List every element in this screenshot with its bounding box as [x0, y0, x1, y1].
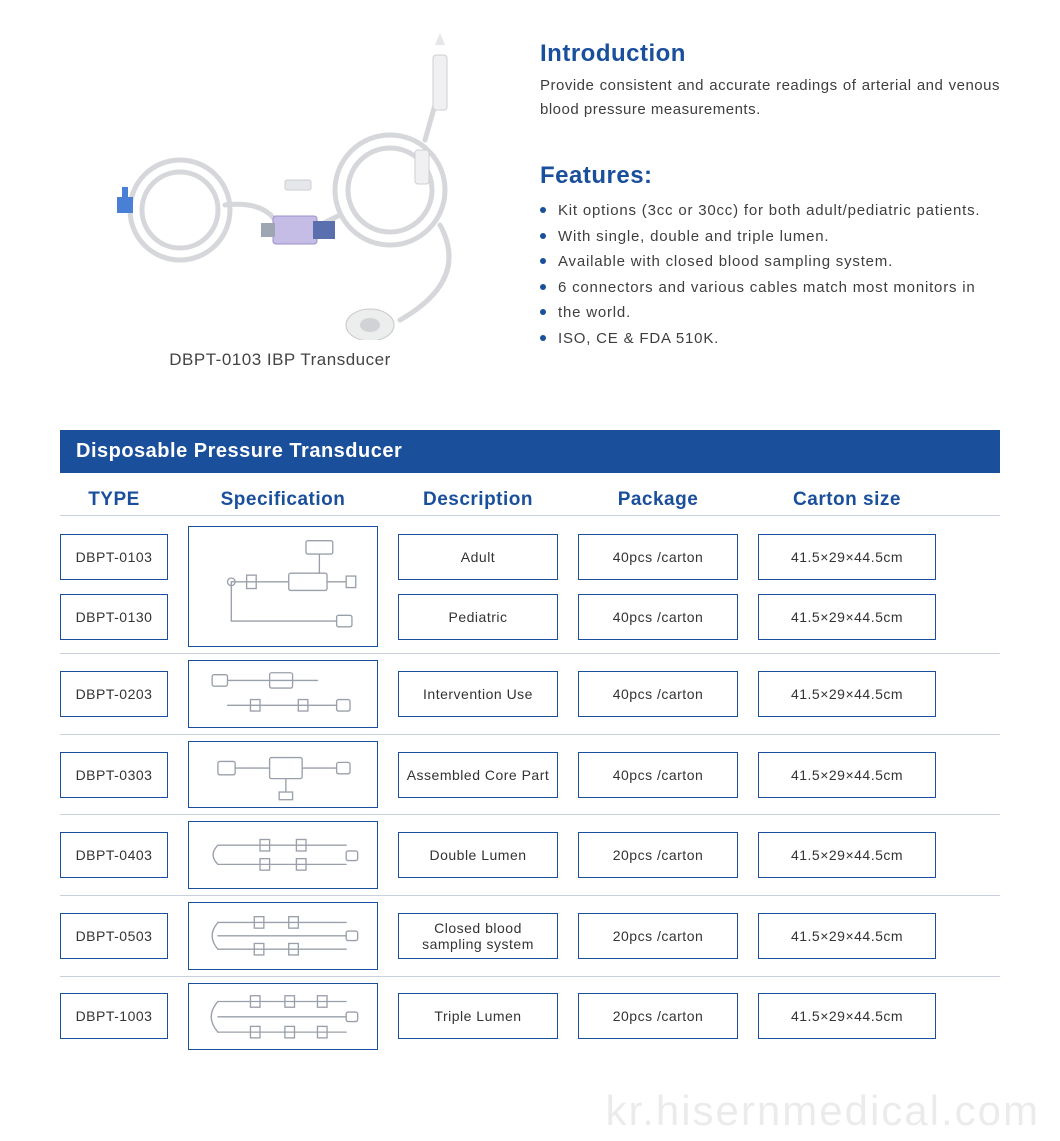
feature-item: With single, double and triple lumen.	[540, 224, 1000, 250]
spec-column	[188, 983, 378, 1051]
data-columns: Triple Lumen 20pcs /carton 41.5×29×44.5cm	[398, 983, 1000, 1051]
carton-cell: 41.5×29×44.5cm	[758, 594, 936, 640]
watermark: kr.hisernmedical.com	[606, 1087, 1040, 1135]
data-columns: Intervention Use 40pcs /carton 41.5×29×44.…	[398, 660, 1000, 728]
feature-item: Kit options (3cc or 30cc) for both adult…	[540, 198, 1000, 224]
carton-cell: 41.5×29×44.5cm	[758, 752, 936, 798]
type-cell: DBPT-0403	[60, 832, 168, 878]
carton-cell: 41.5×29×44.5cm	[758, 993, 936, 1039]
type-column: DBPT-0303	[60, 741, 168, 809]
table-group: DBPT-0203 Intervention Use 40pcs /carton 4…	[60, 654, 1000, 735]
table-body: DBPT-0103 DBPT-0130 Adult 40pcs /carton 41.…	[60, 520, 1000, 1056]
spec-table: Disposable Pressure Transducer TYPE Spec…	[0, 390, 1060, 1056]
type-column: DBPT-0103 DBPT-0130	[60, 526, 168, 647]
type-cell: DBPT-0203	[60, 671, 168, 717]
description-cell: Triple Lumen	[398, 993, 558, 1039]
package-cell: 40pcs /carton	[578, 594, 738, 640]
type-cell: DBPT-0130	[60, 594, 168, 640]
col-header-desc: Description	[398, 489, 558, 511]
type-cell: DBPT-1003	[60, 993, 168, 1039]
feature-item: Available with closed blood sampling sys…	[540, 249, 1000, 275]
spec-column	[188, 741, 378, 809]
introduction-title: Introduction	[540, 40, 1000, 68]
product-image	[70, 30, 490, 340]
col-header-cart: Carton size	[758, 489, 936, 511]
spec-diagram	[188, 741, 378, 809]
type-cell: DBPT-0503	[60, 913, 168, 959]
table-row: Closed blood sampling system 20pcs /carto…	[398, 913, 1000, 959]
spec-column	[188, 526, 378, 647]
features-list: Kit options (3cc or 30cc) for both adult…	[540, 198, 1000, 351]
spec-diagram	[188, 983, 378, 1051]
col-header-pkg: Package	[578, 489, 738, 511]
table-header-row: TYPE Specification Description Package C…	[60, 481, 1000, 516]
product-caption: DBPT-0103 IBP Transducer	[169, 350, 390, 370]
description-cell: Intervention Use	[398, 671, 558, 717]
data-columns: Assembled Core Part 40pcs /carton 41.5×29×…	[398, 741, 1000, 809]
spec-column	[188, 660, 378, 728]
type-column: DBPT-0403	[60, 821, 168, 889]
table-row: Adult 40pcs /carton 41.5×29×44.5cm	[398, 534, 1000, 580]
feature-item: ISO, CE & FDA 510K.	[540, 326, 1000, 352]
table-row: Pediatric 40pcs /carton 41.5×29×44.5cm	[398, 594, 1000, 640]
table-title: Disposable Pressure Transducer	[60, 430, 1000, 473]
type-cell: DBPT-0103	[60, 534, 168, 580]
product-column: DBPT-0103 IBP Transducer	[60, 30, 500, 370]
data-columns: Double Lumen 20pcs /carton 41.5×29×44.5cm	[398, 821, 1000, 889]
table-group: DBPT-1003 Triple Lumen 20pcs /carton 41.5×…	[60, 977, 1000, 1057]
table-group: DBPT-0303 Assembled Core Part 40pcs /cart…	[60, 735, 1000, 816]
description-cell: Pediatric	[398, 594, 558, 640]
package-cell: 40pcs /carton	[578, 671, 738, 717]
col-header-type: TYPE	[60, 489, 168, 511]
spec-diagram	[188, 526, 378, 647]
type-column: DBPT-0503	[60, 902, 168, 970]
table-group: DBPT-0103 DBPT-0130 Adult 40pcs /carton 41.…	[60, 520, 1000, 654]
description-cell: Adult	[398, 534, 558, 580]
package-cell: 20pcs /carton	[578, 832, 738, 878]
spec-diagram	[188, 821, 378, 889]
type-column: DBPT-0203	[60, 660, 168, 728]
text-column: Introduction Provide consistent and accu…	[540, 30, 1000, 370]
carton-cell: 41.5×29×44.5cm	[758, 913, 936, 959]
carton-cell: 41.5×29×44.5cm	[758, 534, 936, 580]
carton-cell: 41.5×29×44.5cm	[758, 671, 936, 717]
package-cell: 40pcs /carton	[578, 752, 738, 798]
introduction-text: Provide consistent and accurate readings…	[540, 74, 1000, 122]
description-cell: Assembled Core Part	[398, 752, 558, 798]
package-cell: 40pcs /carton	[578, 534, 738, 580]
table-row: Triple Lumen 20pcs /carton 41.5×29×44.5cm	[398, 993, 1000, 1039]
features-title: Features:	[540, 162, 1000, 190]
spec-column	[188, 902, 378, 970]
carton-cell: 41.5×29×44.5cm	[758, 832, 936, 878]
feature-item: 6 connectors and various cables match mo…	[540, 275, 1000, 301]
col-header-spec: Specification	[188, 489, 378, 511]
type-column: DBPT-1003	[60, 983, 168, 1051]
package-cell: 20pcs /carton	[578, 993, 738, 1039]
spec-diagram	[188, 902, 378, 970]
table-group: DBPT-0403 Double Lumen 20pcs /carton 41.5×…	[60, 815, 1000, 896]
data-columns: Adult40pcs /carton41.5×29×44.5cmPediatri…	[398, 526, 1000, 647]
table-row: Double Lumen 20pcs /carton 41.5×29×44.5cm	[398, 832, 1000, 878]
type-cell: DBPT-0303	[60, 752, 168, 798]
description-cell: Double Lumen	[398, 832, 558, 878]
table-row: Assembled Core Part 40pcs /carton 41.5×29×…	[398, 752, 1000, 798]
table-group: DBPT-0503 Closed blood sampling system 20…	[60, 896, 1000, 977]
spec-diagram	[188, 660, 378, 728]
top-section: DBPT-0103 IBP Transducer Introduction Pr…	[0, 0, 1060, 390]
feature-item: the world.	[540, 300, 1000, 326]
spec-column	[188, 821, 378, 889]
description-cell: Closed blood sampling system	[398, 913, 558, 959]
table-row: Intervention Use 40pcs /carton 41.5×29×44.…	[398, 671, 1000, 717]
package-cell: 20pcs /carton	[578, 913, 738, 959]
data-columns: Closed blood sampling system 20pcs /carto…	[398, 902, 1000, 970]
